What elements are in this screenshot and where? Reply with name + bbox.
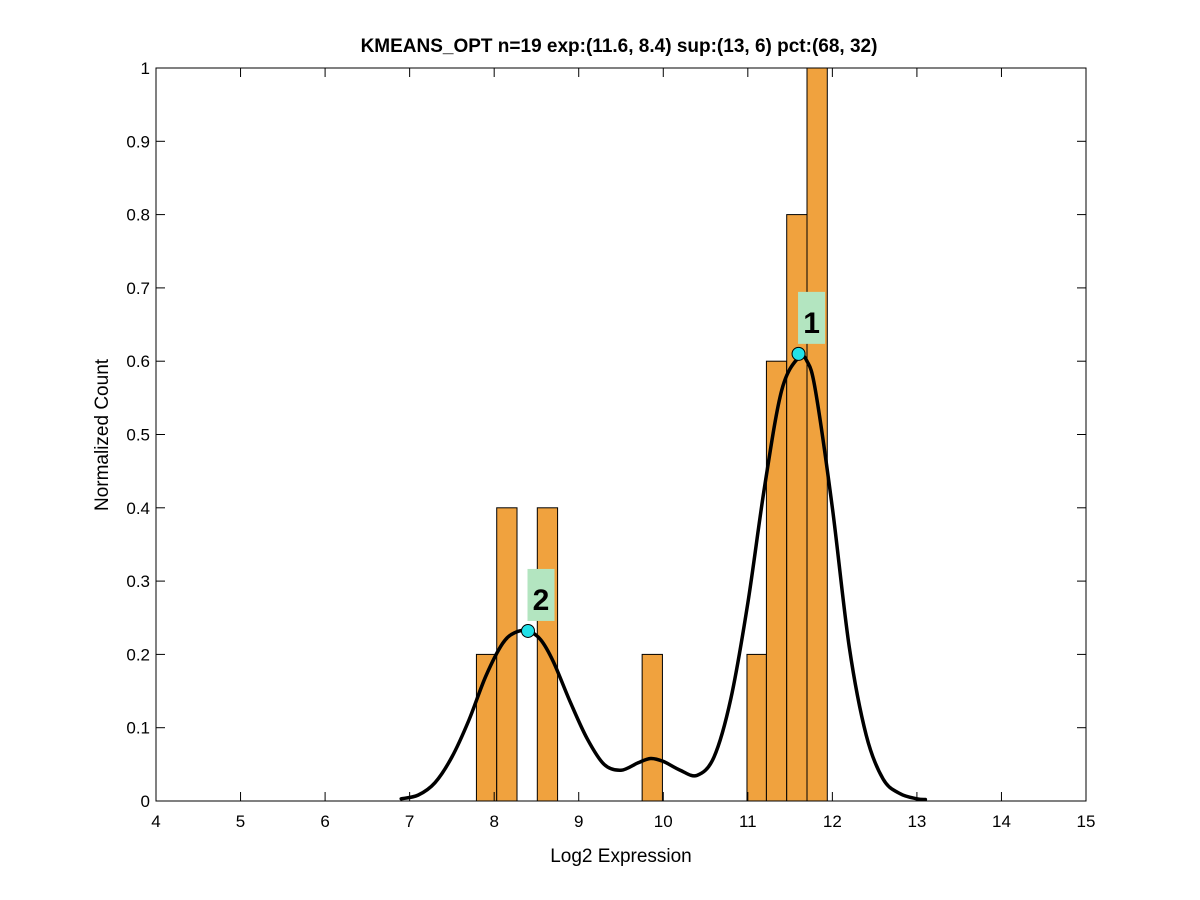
x-tick-label: 4 [151,812,160,831]
peak-label-box-2 [527,568,555,621]
peaks-layer: 12 [521,291,826,638]
x-tick-label: 15 [1077,812,1096,831]
y-tick-label: 0.3 [126,572,150,591]
y-tick-labels: 0 0.1 0.2 0.3 0.4 0.5 0.6 0.7 0.8 0.9 1 [126,59,150,811]
x-tick-label: 6 [320,812,329,831]
peak-label-1: 1 [803,307,820,340]
x-axis-label: Log2 Expression [550,846,692,867]
x-tick-label: 5 [236,812,245,831]
density-curve [399,353,928,802]
bars-layer [475,67,828,802]
x-tick-label: 9 [574,812,583,831]
histogram-bar-2 [496,507,518,802]
density-curve-layer [399,353,928,802]
x-tick-label: 8 [489,812,498,831]
x-tick-labels: 4 5 6 7 8 9 10 11 12 13 14 15 [151,812,1095,831]
y-tick-label: 0.9 [126,132,150,151]
peak-label-2: 2 [533,584,550,617]
histogram-bar-4 [641,653,663,802]
peak-label-box-1 [798,291,826,344]
y-tick-label: 0.7 [126,279,150,298]
x-tick-label: 13 [907,812,926,831]
x-tick-label: 7 [405,812,414,831]
plot-frame [155,67,1087,802]
peak-marker-2 [521,623,535,638]
chart-title: KMEANS_OPT n=19 exp:(11.6, 8.4) sup:(13,… [361,36,878,57]
y-tick-label: 1 [141,59,150,78]
y-axis-label: Normalized Count [92,358,113,511]
ticks-layer [155,67,1087,802]
histogram-bar-6 [765,360,788,802]
y-tick-label: 0.4 [126,499,150,518]
x-tick-label: 14 [992,812,1011,831]
x-tick-label: 11 [739,812,757,831]
histogram-bar-3 [536,507,559,802]
x-tick-label: 12 [823,812,842,831]
histogram-bar-5 [746,653,767,802]
histogram-bar-8 [806,67,828,802]
y-tick-label: 0 [141,792,150,811]
x-tick-label: 10 [654,812,673,831]
y-tick-label: 0.5 [126,426,150,445]
peak-marker-1 [791,346,806,361]
y-tick-label: 0.6 [126,352,150,371]
y-tick-label: 0.2 [126,645,150,664]
y-tick-label: 0.1 [126,719,150,738]
y-tick-label: 0.8 [126,206,150,225]
